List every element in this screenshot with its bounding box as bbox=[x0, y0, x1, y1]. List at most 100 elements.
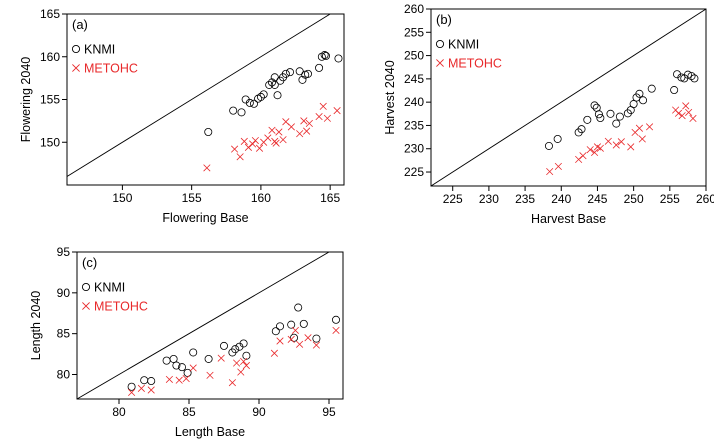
panel-label: (b) bbox=[436, 12, 452, 27]
point-metohc bbox=[604, 137, 612, 145]
point-metohc bbox=[319, 102, 327, 110]
point-metohc bbox=[645, 123, 654, 131]
y-axis-label: Flowering 2040 bbox=[19, 57, 33, 143]
point-metohc bbox=[270, 349, 278, 357]
legend-marker-metohc bbox=[72, 64, 80, 72]
panel-label: (a) bbox=[72, 17, 88, 32]
point-knmi bbox=[249, 99, 258, 108]
point-knmi bbox=[612, 119, 621, 128]
point-knmi bbox=[303, 69, 312, 78]
point-knmi bbox=[254, 94, 263, 103]
legend-marker-metohc bbox=[82, 302, 90, 310]
point-knmi bbox=[267, 78, 276, 87]
legend-label: METOHC bbox=[448, 57, 502, 71]
point-metohc bbox=[300, 117, 308, 125]
point-metohc bbox=[165, 375, 173, 383]
point-metohc bbox=[255, 144, 264, 152]
x-tick-label: 230 bbox=[479, 192, 499, 206]
x-tick-label: 150 bbox=[112, 191, 132, 205]
x-tick-label: 165 bbox=[320, 191, 340, 205]
point-knmi bbox=[229, 106, 238, 115]
point-knmi bbox=[169, 354, 178, 363]
point-knmi bbox=[281, 69, 290, 78]
x-tick-label: 250 bbox=[624, 192, 644, 206]
point-metohc bbox=[305, 119, 313, 128]
point-knmi bbox=[606, 109, 615, 118]
point-metohc bbox=[674, 109, 683, 117]
point-knmi bbox=[334, 54, 343, 63]
point-metohc bbox=[240, 137, 248, 145]
point-knmi bbox=[690, 74, 699, 83]
x-axis-label: Harvest Base bbox=[531, 212, 606, 226]
y-tick-label: 155 bbox=[40, 93, 60, 107]
point-metohc bbox=[251, 136, 259, 145]
y-tick-label: 245 bbox=[404, 72, 424, 86]
point-knmi bbox=[583, 115, 592, 124]
point-metohc bbox=[279, 136, 287, 144]
point-metohc bbox=[240, 357, 248, 366]
point-metohc bbox=[554, 162, 562, 171]
legend-label: METOHC bbox=[84, 62, 138, 76]
point-metohc bbox=[312, 341, 320, 349]
point-knmi bbox=[639, 96, 648, 105]
panel-2: 225 230 235 240 245 250 255 260 225 230 235 240 245 2… bbox=[383, 2, 714, 226]
point-knmi bbox=[590, 101, 599, 110]
y-tick-label: 80 bbox=[57, 368, 71, 382]
point-metohc bbox=[332, 326, 340, 334]
point-metohc bbox=[590, 148, 599, 157]
point-metohc bbox=[638, 135, 646, 143]
point-metohc bbox=[291, 326, 299, 334]
point-knmi bbox=[219, 341, 228, 350]
y-tick-label: 255 bbox=[404, 25, 424, 39]
panel-3: 80 85 90 95 80 85 90 95 Length Base Length 2040 (c… bbox=[29, 245, 344, 439]
point-metohc bbox=[315, 113, 323, 121]
point-knmi bbox=[321, 51, 330, 60]
y-tick-label: 260 bbox=[404, 2, 424, 16]
point-metohc bbox=[147, 386, 155, 394]
point-metohc bbox=[575, 155, 583, 164]
point-knmi bbox=[271, 327, 280, 336]
point-knmi bbox=[312, 334, 321, 343]
point-metohc bbox=[685, 108, 693, 116]
plot-frame bbox=[76, 251, 344, 400]
y-tick-label: 150 bbox=[40, 135, 60, 149]
y-tick-label: 160 bbox=[40, 50, 60, 64]
point-metohc bbox=[244, 143, 253, 151]
point-metohc bbox=[231, 145, 239, 153]
point-metohc bbox=[228, 379, 236, 387]
point-knmi bbox=[317, 52, 326, 61]
point-knmi bbox=[189, 348, 198, 357]
point-metohc bbox=[678, 112, 686, 120]
x-tick-label: 235 bbox=[515, 192, 535, 206]
point-knmi bbox=[670, 86, 679, 95]
y-tick-label: 225 bbox=[404, 165, 424, 179]
point-knmi bbox=[295, 67, 304, 76]
point-metohc bbox=[586, 146, 594, 154]
point-metohc bbox=[627, 143, 635, 151]
one-to-one-line bbox=[430, 8, 707, 187]
legend-marker-knmi bbox=[71, 44, 81, 54]
point-metohc bbox=[137, 384, 145, 392]
point-knmi bbox=[256, 92, 265, 101]
point-metohc bbox=[175, 376, 183, 384]
point-knmi bbox=[553, 134, 562, 143]
point-knmi bbox=[647, 84, 656, 93]
x-tick-label: 85 bbox=[182, 405, 196, 419]
point-knmi bbox=[294, 303, 303, 312]
point-metohc bbox=[323, 114, 331, 122]
point-knmi bbox=[315, 63, 324, 72]
point-metohc bbox=[237, 368, 245, 376]
x-tick-label: 160 bbox=[251, 191, 271, 205]
legend-label: KNMI bbox=[84, 43, 115, 57]
point-metohc bbox=[276, 337, 284, 345]
point-knmi bbox=[140, 376, 149, 385]
point-metohc bbox=[287, 123, 295, 131]
point-knmi bbox=[183, 368, 192, 377]
y-tick-label: 165 bbox=[40, 7, 60, 21]
point-knmi bbox=[287, 320, 296, 329]
point-metohc bbox=[635, 124, 644, 132]
x-axis-label: Flowering Base bbox=[162, 211, 248, 225]
point-knmi bbox=[231, 345, 240, 354]
point-metohc bbox=[189, 364, 197, 372]
